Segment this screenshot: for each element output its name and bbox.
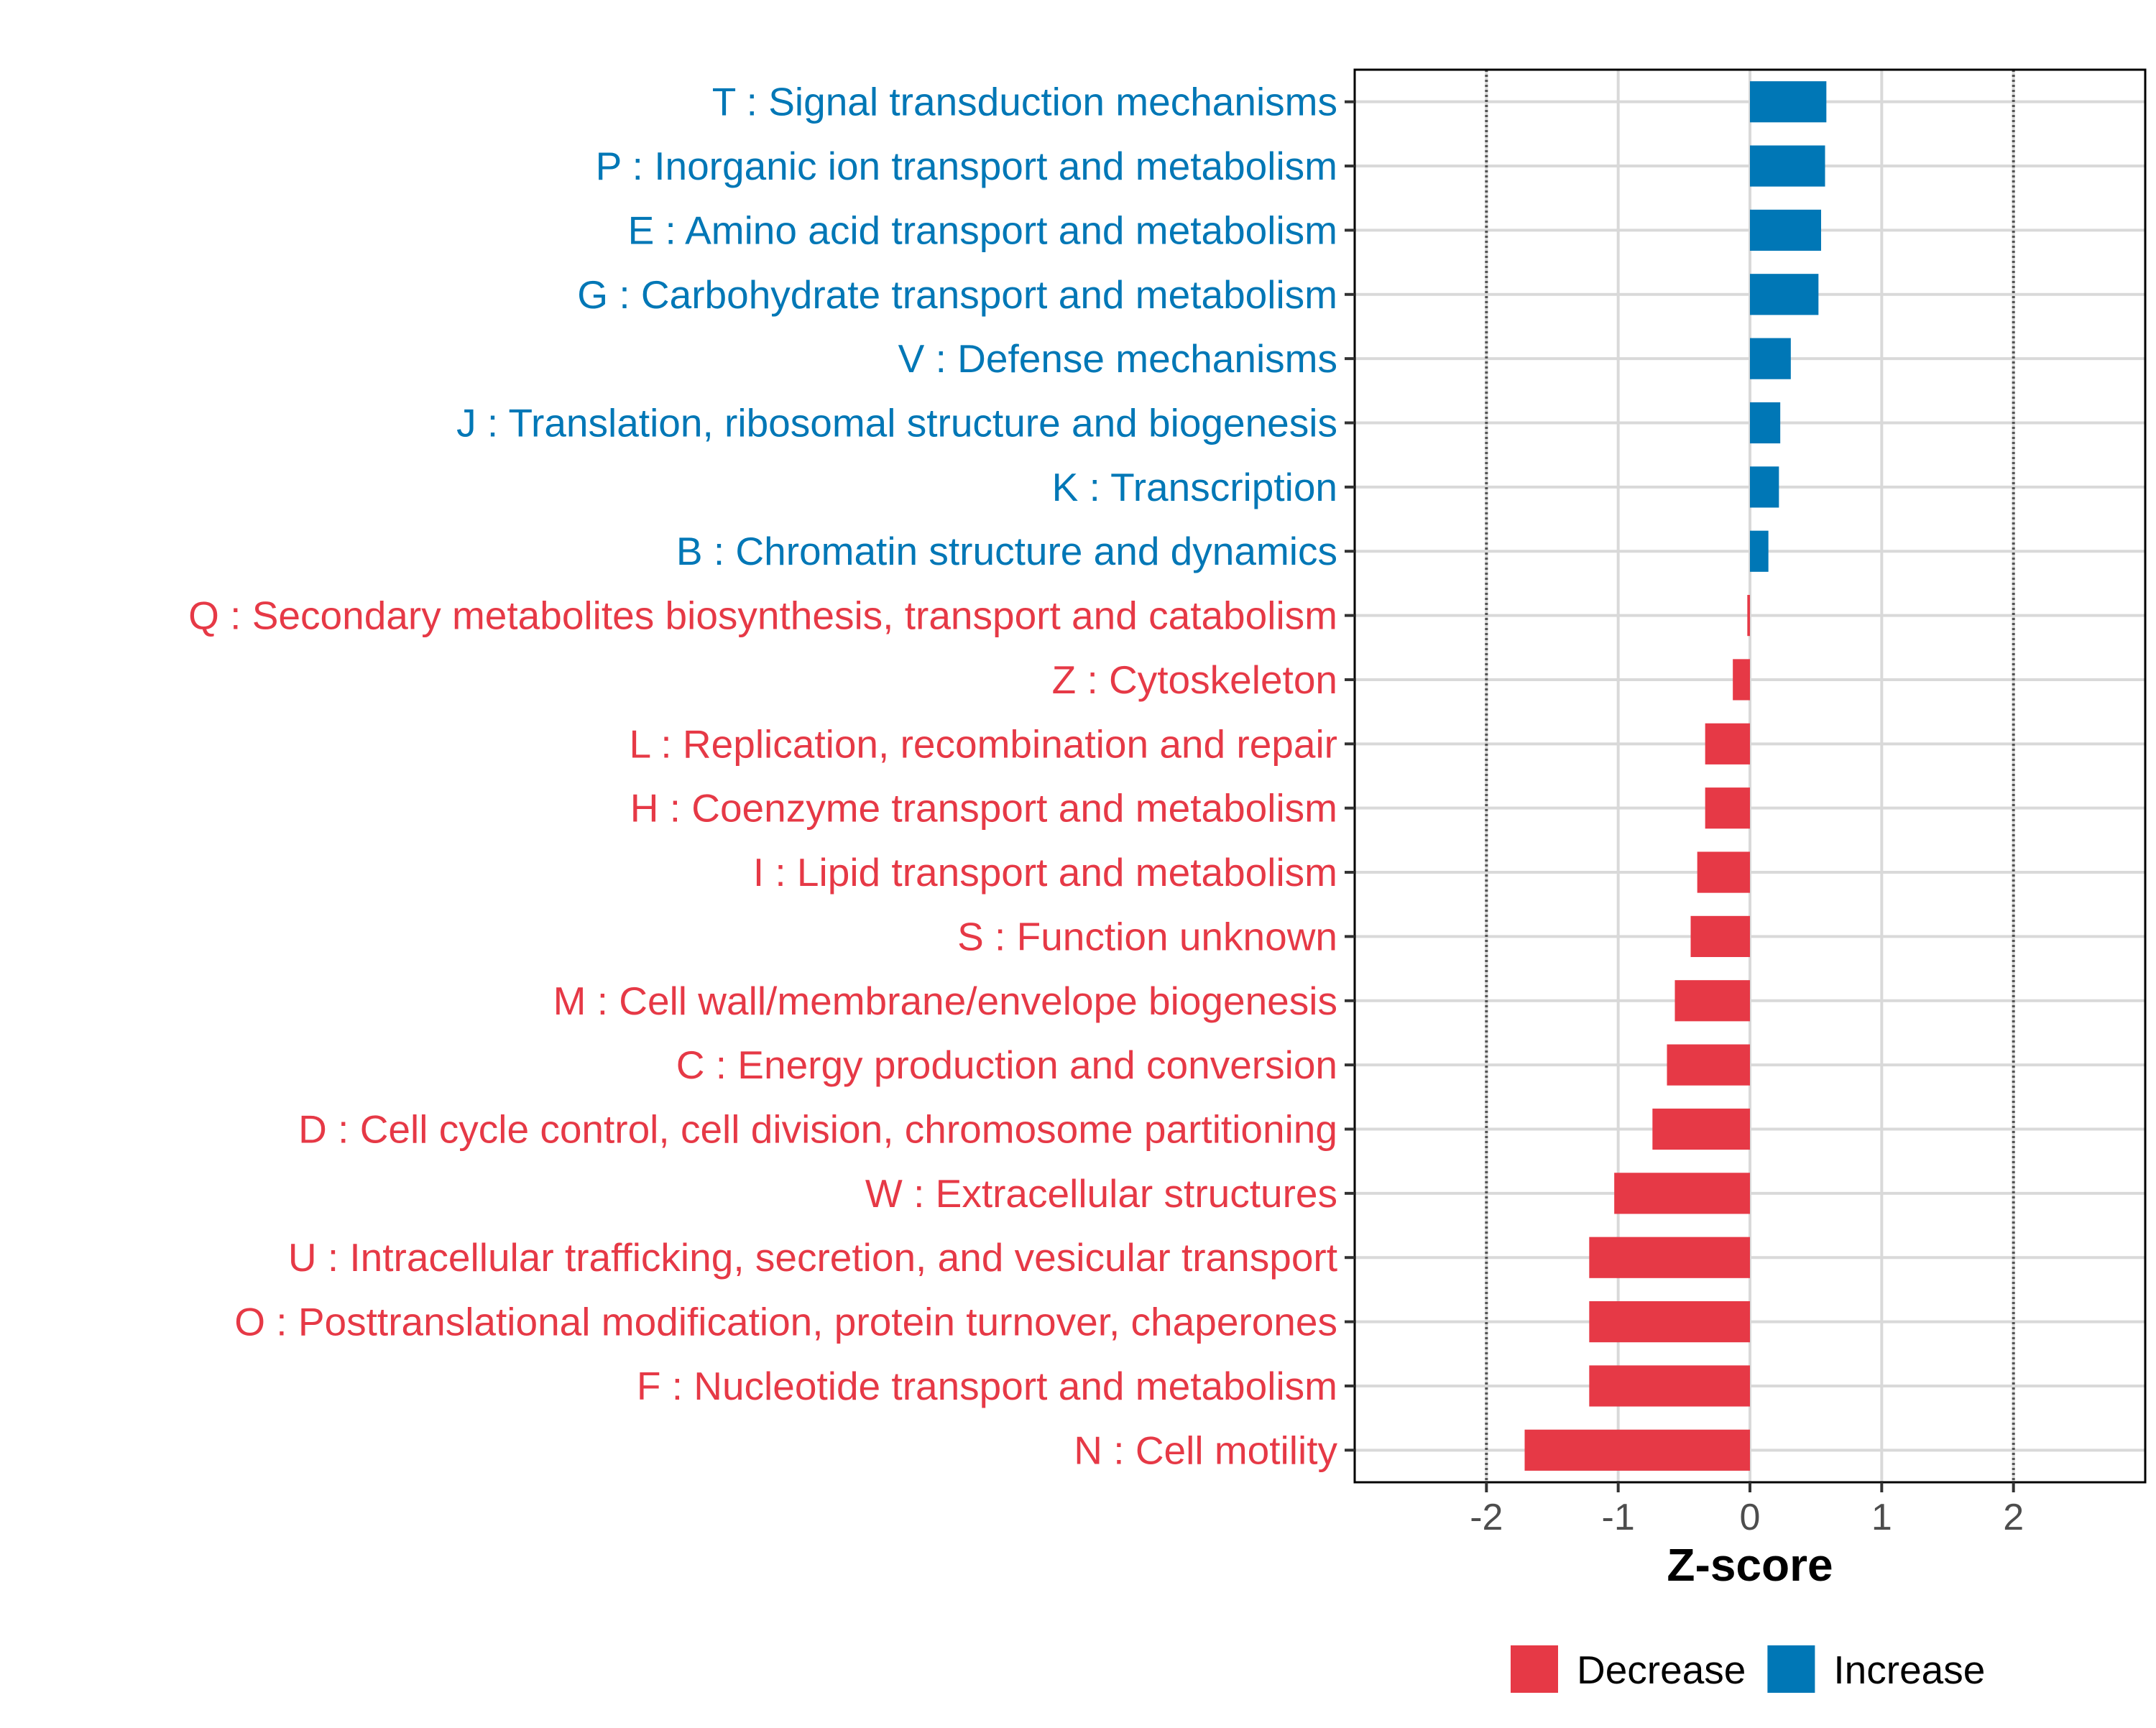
bar [1690, 915, 1750, 958]
x-axis-title: Z-score [1667, 1539, 1833, 1591]
bar [1750, 402, 1781, 444]
category-label: N : Cell motility [1074, 1428, 1337, 1472]
bar [1747, 594, 1750, 637]
legend-swatch [1511, 1645, 1558, 1693]
bar [1674, 980, 1750, 1022]
bar [1750, 530, 1769, 572]
category-label: K : Transcription [1052, 465, 1337, 509]
bar [1705, 787, 1750, 829]
bar [1697, 851, 1750, 893]
bar [1589, 1365, 1750, 1407]
category-labels: T : Signal transduction mechanisms P : In… [188, 80, 1337, 1473]
x-tick-label: 1 [1871, 1497, 1892, 1538]
x-axis: Z-score -2 -1 0 1 2 [1470, 1482, 2024, 1591]
bar [1750, 338, 1791, 379]
legend: Decrease Increase [1511, 1645, 1985, 1693]
category-label: M : Cell wall/membrane/envelope biogenes… [553, 979, 1337, 1023]
category-label: L : Replication, recombination and repai… [630, 721, 1337, 766]
bar [1614, 1173, 1750, 1214]
x-tick-label: -2 [1470, 1497, 1503, 1538]
x-tick-label: 2 [2003, 1497, 2024, 1538]
category-label: G : Carbohydrate transport and metabolis… [577, 272, 1337, 317]
category-label: P : Inorganic ion transport and metaboli… [596, 144, 1337, 188]
bars [1524, 81, 1827, 1471]
bar [1524, 1429, 1750, 1471]
category-label: V : Defense mechanisms [898, 336, 1337, 381]
bar [1750, 81, 1827, 123]
category-label: E : Amino acid transport and metabolism [628, 208, 1337, 252]
legend-label: Increase [1833, 1648, 1985, 1692]
category-label: T : Signal transduction mechanisms [712, 80, 1337, 124]
legend-label: Decrease [1577, 1648, 1746, 1692]
bar [1589, 1237, 1750, 1278]
category-label: B : Chromatin structure and dynamics [676, 529, 1337, 573]
bar [1750, 274, 1819, 315]
bar [1750, 209, 1821, 251]
bar [1589, 1300, 1750, 1343]
category-label: D : Cell cycle control, cell division, c… [298, 1107, 1337, 1152]
category-label: Q : Secondary metabolites biosynthesis, … [188, 593, 1337, 638]
category-label: H : Coenzyme transport and metabolism [630, 786, 1337, 831]
bar [1733, 659, 1750, 701]
bar [1750, 145, 1825, 187]
bar [1667, 1044, 1750, 1086]
bar [1705, 723, 1750, 764]
bar [1750, 466, 1779, 508]
x-tick-label: 0 [1740, 1497, 1761, 1538]
category-label: F : Nucleotide transport and metabolism [637, 1364, 1337, 1408]
category-label: W : Extracellular structures [865, 1171, 1337, 1216]
legend-swatch [1767, 1645, 1815, 1693]
category-label: J : Translation, ribosomal structure and… [456, 401, 1337, 445]
category-label: I : Lipid transport and metabolism [753, 850, 1337, 895]
x-tick-label: -1 [1602, 1497, 1635, 1538]
bar [1652, 1108, 1750, 1150]
category-label: Z : Cytoskeleton [1052, 657, 1337, 702]
category-label: O : Posttranslational modification, prot… [234, 1300, 1337, 1344]
category-label: U : Intracellular trafficking, secretion… [288, 1235, 1337, 1280]
category-label: C : Energy production and conversion [676, 1043, 1337, 1087]
category-label: S : Function unknown [957, 914, 1337, 958]
